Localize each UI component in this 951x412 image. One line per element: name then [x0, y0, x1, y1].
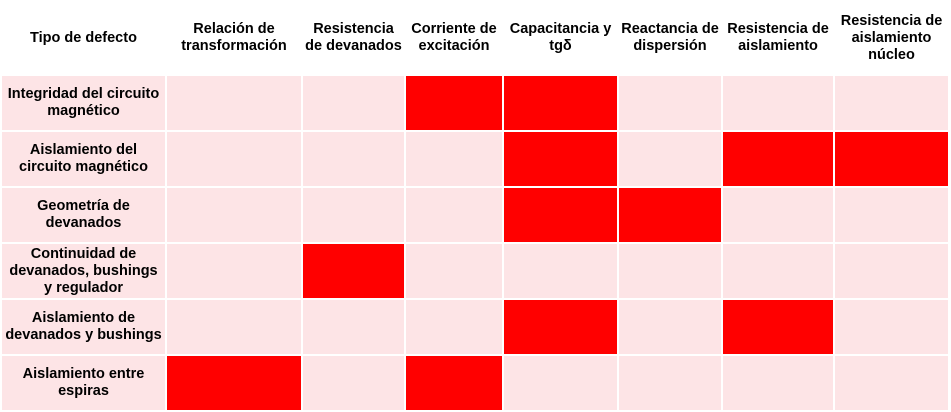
header-excitation-current: Corriente de excitación — [404, 0, 504, 76]
marked-cell — [721, 130, 835, 188]
marked-cell — [721, 298, 835, 356]
matrix-body: Integridad del circuito magnético Aislami… — [0, 74, 950, 412]
marked-cell — [404, 74, 504, 132]
empty-cell — [404, 186, 504, 244]
row-label: Aislamiento de devanados y bushings — [0, 298, 167, 356]
header-core-insulation-resistance: Resistencia de aislamiento núcleo — [833, 0, 950, 76]
header-insulation-resistance: Resistencia de aislamiento — [721, 0, 835, 76]
empty-cell — [617, 242, 723, 300]
table-row: Aislamiento entre espiras — [0, 354, 950, 412]
empty-cell — [833, 298, 950, 356]
header-defect-type: Tipo de defecto — [0, 0, 167, 76]
empty-cell — [617, 354, 723, 412]
empty-cell — [833, 242, 950, 300]
marked-cell — [165, 354, 303, 412]
row-label: Aislamiento entre espiras — [0, 354, 167, 412]
empty-cell — [301, 130, 406, 188]
empty-cell — [833, 354, 950, 412]
marked-cell — [502, 74, 619, 132]
empty-cell — [721, 354, 835, 412]
empty-cell — [502, 354, 619, 412]
empty-cell — [301, 74, 406, 132]
marked-cell — [502, 186, 619, 244]
empty-cell — [165, 130, 303, 188]
empty-cell — [301, 186, 406, 244]
marked-cell — [502, 298, 619, 356]
header-transformation-ratio: Relación de transformación — [165, 0, 303, 76]
empty-cell — [165, 74, 303, 132]
row-label: Continuidad de devanados, bushings y reg… — [0, 242, 167, 300]
table-row: Aislamiento del circuito magnético — [0, 130, 950, 188]
table-row: Integridad del circuito magnético — [0, 74, 950, 132]
empty-cell — [721, 186, 835, 244]
row-label: Aislamiento del circuito magnético — [0, 130, 167, 188]
empty-cell — [502, 242, 619, 300]
header-leakage-reactance: Reactancia de dispersión — [617, 0, 723, 76]
marked-cell — [301, 242, 406, 300]
empty-cell — [165, 298, 303, 356]
empty-cell — [165, 186, 303, 244]
empty-cell — [404, 130, 504, 188]
marked-cell — [404, 354, 504, 412]
marked-cell — [833, 130, 950, 188]
empty-cell — [617, 74, 723, 132]
table-row: Geometría de devanados — [0, 186, 950, 244]
row-label: Geometría de devanados — [0, 186, 167, 244]
empty-cell — [165, 242, 303, 300]
empty-cell — [617, 130, 723, 188]
empty-cell — [833, 74, 950, 132]
marked-cell — [617, 186, 723, 244]
header-row: Tipo de defecto Relación de transformaci… — [0, 0, 950, 76]
header-winding-resistance: Resistencia de devanados — [301, 0, 406, 76]
empty-cell — [301, 354, 406, 412]
empty-cell — [404, 298, 504, 356]
marked-cell — [502, 130, 619, 188]
empty-cell — [404, 242, 504, 300]
empty-cell — [721, 74, 835, 132]
table-row: Aislamiento de devanados y bushings — [0, 298, 950, 356]
empty-cell — [301, 298, 406, 356]
empty-cell — [721, 242, 835, 300]
table-row: Continuidad de devanados, bushings y reg… — [0, 242, 950, 300]
header-capacitance-tgd: Capacitancia y tgδ — [502, 0, 619, 76]
row-label: Integridad del circuito magnético — [0, 74, 167, 132]
empty-cell — [617, 298, 723, 356]
empty-cell — [833, 186, 950, 244]
